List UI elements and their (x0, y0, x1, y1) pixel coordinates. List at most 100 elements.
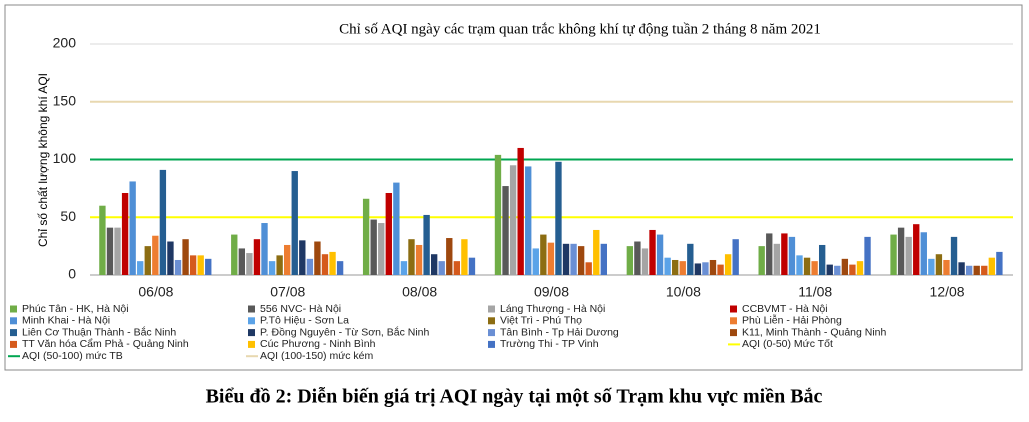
legend-label: Việt Trì - Phú Thọ (500, 315, 582, 327)
bar (600, 243, 607, 275)
bar (121, 192, 129, 275)
bar (268, 261, 276, 275)
bar (540, 234, 547, 275)
bar (174, 259, 182, 275)
bar (758, 246, 765, 275)
bar (694, 263, 702, 275)
bar (408, 239, 415, 275)
bar (423, 214, 430, 275)
bar (378, 223, 385, 275)
bar (803, 257, 811, 275)
legend-swatch (10, 317, 17, 325)
bar (299, 240, 306, 275)
bar (634, 241, 641, 275)
bar (370, 219, 377, 275)
bar (958, 262, 965, 275)
legend-label: P.Tô Hiệu - Sơn La (260, 315, 349, 327)
bar (856, 261, 864, 275)
bar (253, 239, 261, 275)
bar (679, 261, 686, 275)
legend-swatch (10, 329, 17, 337)
bar (555, 161, 562, 275)
legend-label: Tân Bình - Tp Hải Dương (500, 326, 619, 338)
bar (920, 232, 927, 275)
legend-label: Phúc Tân - HK, Hà Nội (22, 303, 129, 315)
bar (656, 234, 664, 275)
bar (362, 198, 370, 275)
legend-label: Trường Thi - TP Vinh (500, 338, 599, 350)
bar (306, 258, 314, 275)
bar (430, 254, 438, 275)
legend-label: AQI (100-150) mức kém (260, 350, 373, 362)
bar (261, 223, 268, 275)
bar (965, 265, 973, 275)
bar (509, 165, 517, 275)
bar (291, 171, 298, 275)
legend-swatch (248, 305, 255, 313)
bar (943, 259, 950, 275)
bar (577, 246, 585, 275)
bar (438, 261, 445, 275)
bar (144, 246, 151, 275)
bar (329, 251, 336, 275)
bar (834, 265, 841, 275)
legend-swatch (488, 340, 495, 348)
legend-label: AQI (50-100) mức TB (22, 350, 123, 362)
bar (494, 154, 502, 275)
x-tick-label: 12/08 (930, 284, 965, 300)
bar (864, 236, 871, 275)
y-tick-label: 200 (53, 35, 77, 51)
bar (717, 264, 724, 275)
bar (709, 259, 717, 275)
bar (446, 238, 453, 275)
legend-label: Minh Khai - Hà Nội (22, 315, 110, 327)
bar (928, 258, 935, 275)
bar (585, 262, 592, 275)
x-tick-label: 06/08 (138, 284, 173, 300)
bar (189, 255, 197, 275)
legend-label: 556 NVC- Hà Nội (260, 303, 341, 315)
bar (562, 243, 570, 275)
bar (517, 147, 524, 275)
bar (811, 261, 818, 275)
bar (973, 265, 980, 275)
bar (781, 233, 788, 275)
bar (935, 254, 943, 275)
bar (826, 264, 833, 275)
bar (626, 246, 634, 275)
bar (502, 186, 509, 275)
bar (453, 261, 461, 275)
bar (950, 236, 958, 275)
bar (641, 248, 649, 275)
bar (724, 254, 732, 275)
bar (593, 229, 600, 275)
bar (687, 243, 694, 275)
bar (672, 259, 679, 275)
chart-title: Chỉ số AQI ngày các trạm quan trắc không… (339, 21, 821, 37)
bar (468, 257, 476, 275)
bar (773, 243, 780, 275)
bar (276, 255, 283, 275)
legend-label: Liên Cơ Thuận Thành - Bắc Ninh (22, 325, 176, 338)
bar (890, 234, 897, 275)
bar (841, 258, 849, 275)
bar (981, 265, 988, 275)
bar (137, 261, 144, 275)
y-tick-label: 150 (53, 92, 77, 108)
bar (99, 205, 106, 275)
y-tick-label: 100 (53, 150, 77, 166)
x-tick-label: 08/08 (402, 284, 437, 300)
legend-label: Cúc Phương - Ninh Bình (260, 338, 376, 350)
bar (996, 251, 1003, 275)
bar (114, 227, 121, 275)
x-tick-label: 10/08 (666, 284, 701, 300)
bar (159, 169, 167, 275)
bar (913, 224, 920, 275)
bar (400, 261, 408, 275)
bar (732, 239, 739, 275)
legend-swatch (248, 317, 255, 325)
bar (385, 192, 392, 275)
bar (197, 255, 204, 275)
